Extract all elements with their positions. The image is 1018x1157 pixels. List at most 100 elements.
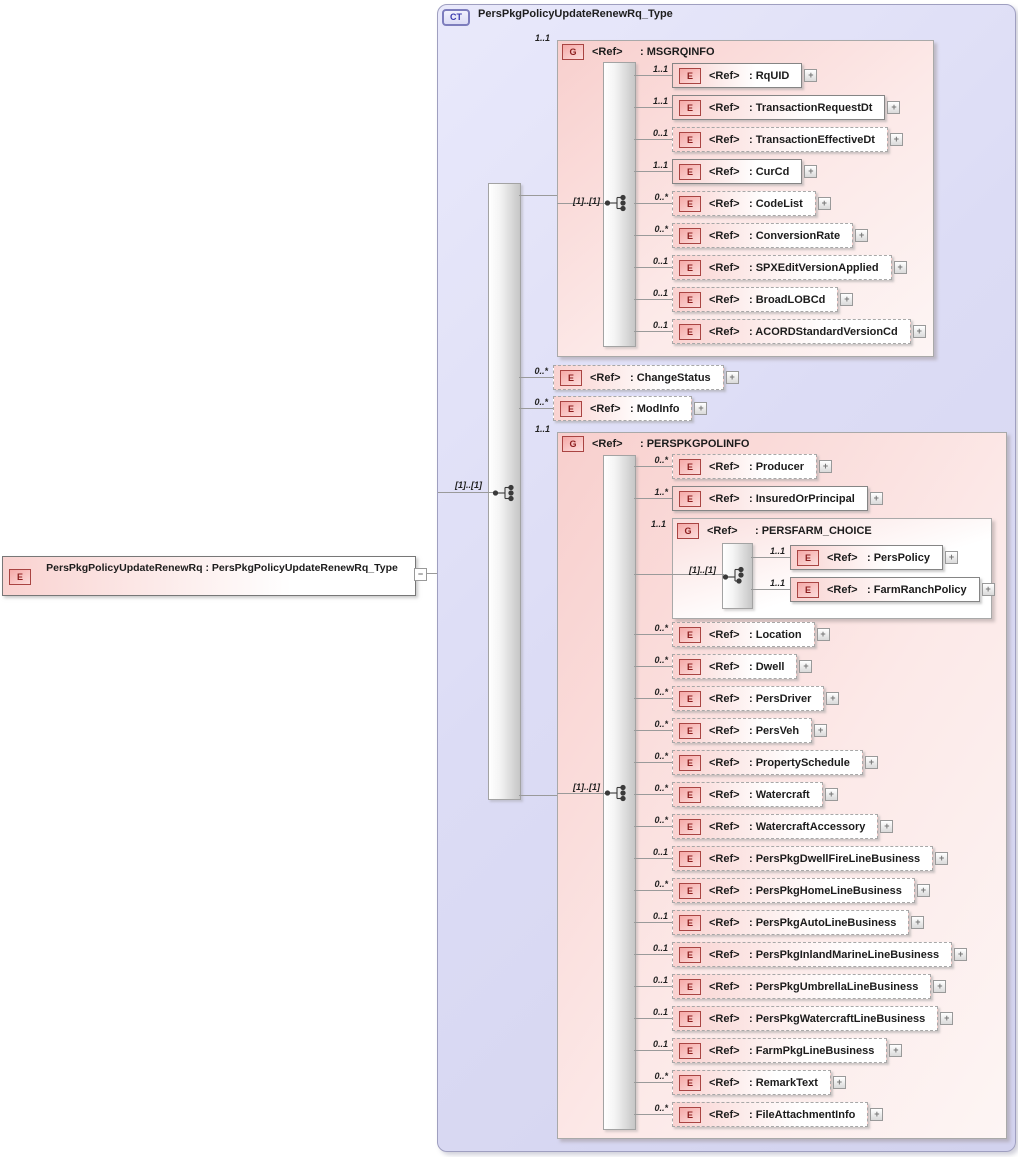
expand-icon[interactable]: + xyxy=(889,1044,903,1057)
element-box[interactable]: E <Ref>: CurCd xyxy=(672,159,803,184)
collapse-toggle-icon[interactable]: − xyxy=(414,568,427,581)
expand-icon[interactable]: + xyxy=(893,261,907,274)
element-row-dwell[interactable]: 0..* E <Ref>: Dwell + xyxy=(634,654,813,679)
element-row-transactioneffectivedt[interactable]: 0..1 E <Ref>: TransactionEffectiveDt + xyxy=(634,127,903,152)
expand-icon[interactable]: + xyxy=(817,197,831,210)
element-row-propertyschedule[interactable]: 0..* E <Ref>: PropertySchedule + xyxy=(634,750,878,775)
element-box[interactable]: E <Ref>: SPXEditVersionApplied xyxy=(672,255,892,280)
expand-icon[interactable]: + xyxy=(869,492,883,505)
element-box[interactable]: E <Ref>: FarmPkgLineBusiness xyxy=(672,1038,888,1063)
expand-icon[interactable]: + xyxy=(816,628,830,641)
expand-icon[interactable]: + xyxy=(935,852,949,865)
element-row-location[interactable]: 0..* E <Ref>: Location + xyxy=(634,622,830,647)
element-row-farmpkglinebusiness[interactable]: 0..1 E <Ref>: FarmPkgLineBusiness + xyxy=(634,1038,903,1063)
expand-icon[interactable]: + xyxy=(819,460,833,473)
expand-icon[interactable]: + xyxy=(804,165,818,178)
element-box[interactable]: E <Ref>: FarmRanchPolicy xyxy=(790,577,980,602)
expand-icon[interactable]: + xyxy=(954,948,968,961)
element-row-broadlobcd[interactable]: 0..1 E <Ref>: BroadLOBCd + xyxy=(634,287,854,312)
element-box[interactable]: E <Ref>: PersPkgUmbrellaLineBusiness xyxy=(672,974,932,999)
sequence-compositor-icon[interactable] xyxy=(492,484,518,502)
element-box[interactable]: E <Ref>: ACORDStandardVersionCd xyxy=(672,319,911,344)
element-row-perspkginlandmarinelinebusiness[interactable]: 0..1 E <Ref>: PersPkgInlandMarineLineBusin… xyxy=(634,942,968,967)
expand-icon[interactable]: + xyxy=(870,1108,884,1121)
expand-icon[interactable]: + xyxy=(912,325,926,338)
sequence-compositor-icon[interactable] xyxy=(604,194,630,212)
expand-icon[interactable]: + xyxy=(826,692,840,705)
root-element-box[interactable]: E PersPkgPolicyUpdateRenewRq : PersPkgPo… xyxy=(2,556,416,596)
expand-icon[interactable]: + xyxy=(799,660,813,673)
expand-icon[interactable]: + xyxy=(855,229,869,242)
element-box[interactable]: E <Ref>: RemarkText xyxy=(672,1070,831,1095)
element-box[interactable]: E <Ref>: ModInfo xyxy=(553,396,693,421)
element-row-modinfo[interactable]: 0..* E <Ref>: ModInfo + xyxy=(519,396,708,421)
sequence-compositor-icon[interactable] xyxy=(604,784,630,802)
element-row-transactionrequestdt[interactable]: 1..1 E <Ref>: TransactionRequestDt + xyxy=(634,95,901,120)
element-row-perspolicy[interactable]: 1..1 E <Ref>: PersPolicy + xyxy=(751,545,958,570)
expand-icon[interactable]: + xyxy=(944,551,958,564)
element-row-acordstandardversioncd[interactable]: 0..1 E <Ref>: ACORDStandardVersionCd + xyxy=(634,319,926,344)
element-box[interactable]: E <Ref>: Watercraft xyxy=(672,782,823,807)
expand-icon[interactable]: + xyxy=(880,820,894,833)
element-row-persveh[interactable]: 0..* E <Ref>: PersVeh + xyxy=(634,718,828,743)
element-row-spxeditversionapplied[interactable]: 0..1 E <Ref>: SPXEditVersionApplied + xyxy=(634,255,907,280)
expand-icon[interactable]: + xyxy=(911,916,925,929)
expand-icon[interactable]: + xyxy=(864,756,878,769)
element-box[interactable]: E <Ref>: WatercraftAccessory xyxy=(672,814,879,839)
element-icon: E xyxy=(679,722,701,739)
element-row-fileattachmentinfo[interactable]: 0..* E <Ref>: FileAttachmentInfo + xyxy=(634,1102,884,1127)
element-row-perspkghomelinebusiness[interactable]: 0..* E <Ref>: PersPkgHomeLineBusiness + xyxy=(634,878,930,903)
element-box[interactable]: E <Ref>: CodeList xyxy=(672,191,816,216)
choice-compositor-icon[interactable] xyxy=(722,566,748,584)
element-box[interactable]: E <Ref>: FileAttachmentInfo xyxy=(672,1102,869,1127)
element-row-watercraft[interactable]: 0..* E <Ref>: Watercraft + xyxy=(634,782,838,807)
element-box[interactable]: E <Ref>: InsuredOrPrincipal xyxy=(672,486,868,511)
element-box[interactable]: E <Ref>: PropertySchedule xyxy=(672,750,863,775)
element-box[interactable]: E <Ref>: PersPolicy xyxy=(790,545,943,570)
element-row-remarktext[interactable]: 0..* E <Ref>: RemarkText + xyxy=(634,1070,846,1095)
expand-icon[interactable]: + xyxy=(933,980,947,993)
element-row-changestatus[interactable]: 0..* E <Ref>: ChangeStatus + xyxy=(519,365,739,390)
expand-icon[interactable]: + xyxy=(887,101,901,114)
element-row-perspkgdwellfirelinebusiness[interactable]: 0..1 E <Ref>: PersPkgDwellFireLineBusiness… xyxy=(634,846,949,871)
element-box[interactable]: E <Ref>: PersPkgWatercraftLineBusiness xyxy=(672,1006,939,1031)
element-row-insuredorprincipal[interactable]: 1..* E <Ref>: InsuredOrPrincipal + xyxy=(634,486,883,511)
element-row-perspkgautolinebusiness[interactable]: 0..1 E <Ref>: PersPkgAutoLineBusiness + xyxy=(634,910,925,935)
element-row-rquid[interactable]: 1..1 E <Ref>: RqUID + xyxy=(634,63,818,88)
element-box[interactable]: E <Ref>: Location xyxy=(672,622,815,647)
element-row-farmranchpolicy[interactable]: 1..1 E <Ref>: FarmRanchPolicy + xyxy=(751,577,995,602)
element-row-codelist[interactable]: 0..* E <Ref>: CodeList + xyxy=(634,191,831,216)
element-box[interactable]: E <Ref>: Producer xyxy=(672,454,818,479)
element-box[interactable]: E <Ref>: TransactionEffectiveDt xyxy=(672,127,888,152)
element-box[interactable]: E <Ref>: PersDriver xyxy=(672,686,825,711)
element-box[interactable]: E <Ref>: PersPkgDwellFireLineBusiness xyxy=(672,846,934,871)
element-row-perspkgwatercraftlinebusiness[interactable]: 0..1 E <Ref>: PersPkgWatercraftLineBusines… xyxy=(634,1006,954,1031)
element-box[interactable]: E <Ref>: TransactionRequestDt xyxy=(672,95,886,120)
element-row-curcd[interactable]: 1..1 E <Ref>: CurCd + xyxy=(634,159,818,184)
element-row-persdriver[interactable]: 0..* E <Ref>: PersDriver + xyxy=(634,686,840,711)
expand-icon[interactable]: + xyxy=(840,293,854,306)
expand-icon[interactable]: + xyxy=(940,1012,954,1025)
expand-icon[interactable]: + xyxy=(832,1076,846,1089)
element-box[interactable]: E <Ref>: Dwell xyxy=(672,654,798,679)
element-row-perspkgumbrellalinebusiness[interactable]: 0..1 E <Ref>: PersPkgUmbrellaLineBusiness + xyxy=(634,974,947,999)
element-box[interactable]: E <Ref>: RqUID xyxy=(672,63,803,88)
element-row-producer[interactable]: 0..* E <Ref>: Producer + xyxy=(634,454,833,479)
element-box[interactable]: E <Ref>: ConversionRate xyxy=(672,223,854,248)
element-box[interactable]: E <Ref>: PersPkgHomeLineBusiness xyxy=(672,878,915,903)
element-box[interactable]: E <Ref>: ChangeStatus xyxy=(553,365,724,390)
element-row-conversionrate[interactable]: 0..* E <Ref>: ConversionRate + xyxy=(634,223,869,248)
expand-icon[interactable]: + xyxy=(725,371,739,384)
expand-icon[interactable]: + xyxy=(824,788,838,801)
expand-icon[interactable]: + xyxy=(694,402,708,415)
expand-icon[interactable]: + xyxy=(804,69,818,82)
element-row-watercraftaccessory[interactable]: 0..* E <Ref>: WatercraftAccessory + xyxy=(634,814,894,839)
expand-icon[interactable]: + xyxy=(916,884,930,897)
element-box[interactable]: E <Ref>: PersVeh xyxy=(672,718,813,743)
element-box[interactable]: E <Ref>: PersPkgAutoLineBusiness xyxy=(672,910,910,935)
element-box[interactable]: E <Ref>: PersPkgInlandMarineLineBusiness xyxy=(672,942,953,967)
element-box[interactable]: E <Ref>: BroadLOBCd xyxy=(672,287,839,312)
expand-icon[interactable]: + xyxy=(889,133,903,146)
expand-icon[interactable]: + xyxy=(981,583,995,596)
expand-icon[interactable]: + xyxy=(814,724,828,737)
